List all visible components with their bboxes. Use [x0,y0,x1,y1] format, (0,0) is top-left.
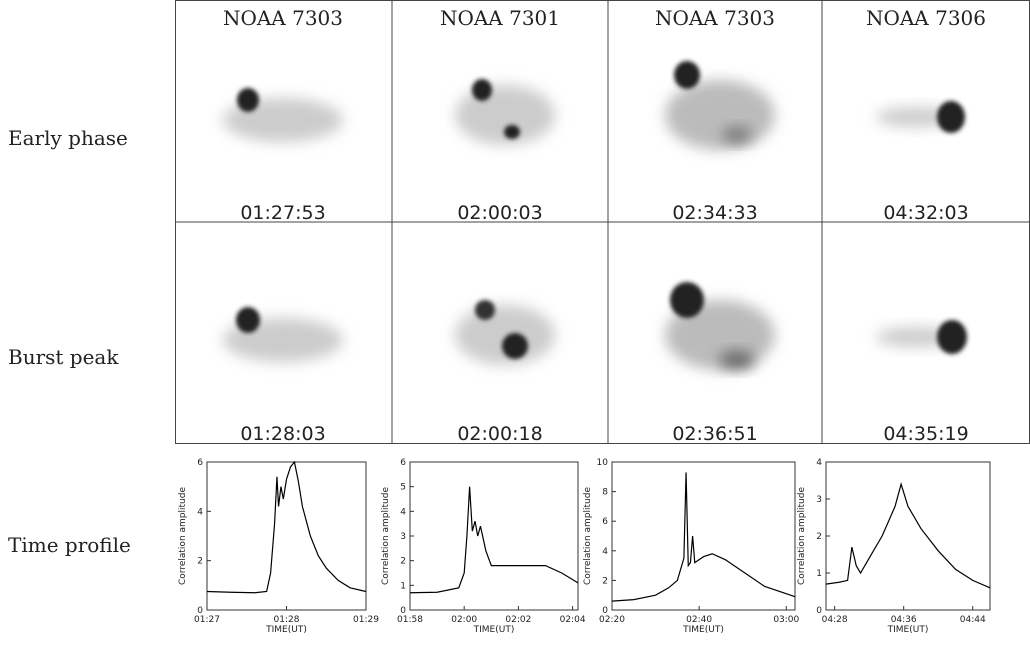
source-blob [719,351,755,369]
row-label: Burst peak [8,345,119,369]
y-axis-label: Correlation amplitude [797,487,807,585]
profile-line [611,472,796,602]
plot-frame [409,461,579,611]
y-tick-label: 6 [197,458,203,468]
x-tick-label: 02:20 [599,615,625,625]
y-tick-label: 1 [816,569,822,579]
y-tick-label: 10 [597,458,609,468]
profile-line [409,486,579,594]
source-blob [674,61,700,89]
source-blob [455,305,555,365]
x-tick-label: 01:29 [353,615,379,625]
timestamp: 04:35:19 [883,423,968,445]
y-tick-label: 6 [400,458,406,468]
source-blob [455,85,555,145]
timestamp: 04:32:03 [883,202,968,224]
column-title: NOAA 7303 [655,6,775,30]
y-tick-label: 6 [602,517,608,527]
source-blob [665,300,775,370]
x-axis-label: TIME(UT) [682,625,724,635]
x-axis-label: TIME(UT) [265,625,307,635]
column-title: NOAA 7303 [223,6,343,30]
y-tick-label: 8 [602,488,608,498]
y-tick-label: 1 [400,581,406,591]
profile-line [825,482,991,589]
profile-line [206,460,367,594]
source-blob [722,127,752,143]
source-blob [937,320,967,354]
y-tick-label: 2 [197,557,203,567]
y-tick-label: 2 [400,557,406,567]
y-tick-label: 4 [816,458,822,468]
timestamp: 01:27:53 [240,202,325,224]
source-blob [504,125,520,139]
y-tick-label: 0 [197,606,203,616]
x-tick-label: 02:04 [560,615,586,625]
y-tick-label: 0 [400,606,406,616]
column-title: NOAA 7306 [866,6,986,30]
y-axis-label: Correlation amplitude [583,487,593,585]
column-title: NOAA 7301 [440,6,560,30]
y-tick-label: 4 [400,507,406,517]
source-blob [237,88,259,112]
x-tick-label: 04:36 [891,615,917,625]
x-tick-label: 04:28 [822,615,848,625]
source-blob [937,101,965,133]
x-tick-label: 04:44 [960,615,986,625]
timestamp: 02:00:18 [457,423,542,445]
y-tick-label: 2 [602,576,608,586]
y-axis-label: Correlation amplitude [178,487,188,585]
x-axis-label: TIME(UT) [473,625,515,635]
timestamp: 02:34:33 [672,202,757,224]
y-axis-label: Correlation amplitude [381,487,391,585]
timestamp: 01:28:03 [240,423,325,445]
source-blob [876,327,956,347]
x-tick-label: 02:00 [451,615,477,625]
timestamp: 02:00:03 [457,202,542,224]
y-tick-label: 0 [816,606,822,616]
plot-frame [206,461,367,611]
x-tick-label: 01:58 [397,615,423,625]
y-tick-label: 2 [816,532,822,542]
source-blob [670,282,704,318]
source-blob [876,107,956,127]
x-tick-label: 03:00 [773,615,799,625]
y-tick-label: 3 [400,532,406,542]
plot-frame [825,461,991,611]
source-blob [236,307,260,333]
source-blob [665,80,775,150]
source-blob [502,333,528,359]
x-tick-label: 01:27 [194,615,220,625]
x-tick-label: 02:40 [686,615,712,625]
x-tick-label: 02:02 [505,615,531,625]
timestamp: 02:36:51 [672,423,757,445]
y-tick-label: 5 [400,483,406,493]
source-blob [475,300,495,320]
x-axis-label: TIME(UT) [887,625,929,635]
plot-frame [611,461,796,611]
row-label: Time profile [8,533,131,557]
y-tick-label: 0 [602,606,608,616]
source-blob [472,79,492,101]
x-tick-label: 01:28 [274,615,300,625]
y-tick-label: 4 [197,507,203,517]
row-label: Early phase [8,126,128,150]
y-tick-label: 4 [602,547,608,557]
y-tick-label: 3 [816,495,822,505]
